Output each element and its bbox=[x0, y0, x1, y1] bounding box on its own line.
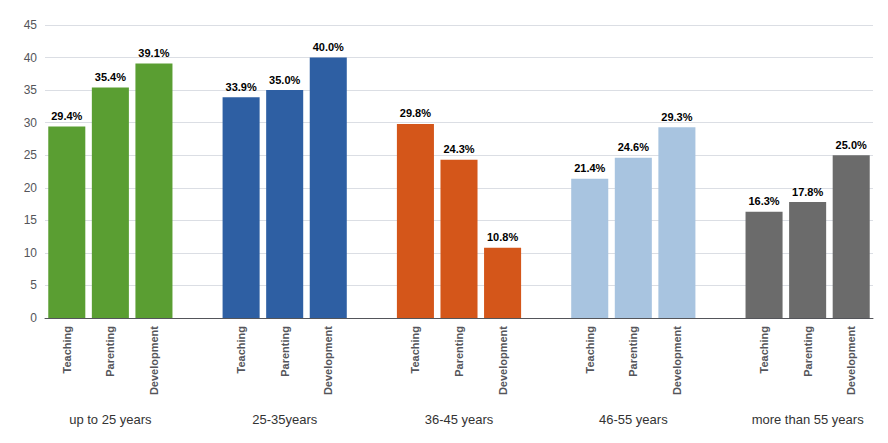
svg-text:Teaching: Teaching bbox=[409, 326, 421, 373]
svg-text:29.4%: 29.4% bbox=[51, 110, 82, 122]
svg-text:17.8%: 17.8% bbox=[792, 186, 823, 198]
svg-text:40: 40 bbox=[24, 51, 38, 65]
svg-text:Development: Development bbox=[671, 326, 683, 395]
svg-text:33.9%: 33.9% bbox=[226, 81, 257, 93]
svg-text:Parenting: Parenting bbox=[279, 326, 291, 377]
svg-text:Teaching: Teaching bbox=[61, 326, 73, 373]
svg-text:16.3%: 16.3% bbox=[748, 195, 779, 207]
svg-text:Parenting: Parenting bbox=[627, 326, 639, 377]
svg-text:Parenting: Parenting bbox=[453, 326, 465, 377]
svg-text:Development: Development bbox=[148, 326, 160, 395]
svg-text:up to 25 years: up to 25 years bbox=[69, 412, 152, 427]
svg-text:29.3%: 29.3% bbox=[661, 111, 692, 123]
svg-text:20: 20 bbox=[24, 181, 38, 195]
svg-text:24.3%: 24.3% bbox=[443, 143, 474, 155]
svg-text:46-55 years: 46-55 years bbox=[599, 412, 668, 427]
svg-text:35: 35 bbox=[24, 83, 38, 97]
svg-text:more than 55 years: more than 55 years bbox=[752, 412, 865, 427]
svg-text:Teaching: Teaching bbox=[758, 326, 770, 373]
svg-text:Development: Development bbox=[497, 326, 509, 395]
svg-text:21.4%: 21.4% bbox=[574, 162, 605, 174]
svg-text:0: 0 bbox=[30, 311, 37, 325]
svg-text:Development: Development bbox=[845, 326, 857, 395]
svg-text:Development: Development bbox=[322, 326, 334, 395]
svg-text:25-35years: 25-35years bbox=[252, 412, 318, 427]
svg-text:Parenting: Parenting bbox=[802, 326, 814, 377]
svg-text:5: 5 bbox=[30, 278, 37, 292]
svg-text:Teaching: Teaching bbox=[235, 326, 247, 373]
svg-text:Parenting: Parenting bbox=[104, 326, 116, 377]
svg-text:25: 25 bbox=[24, 148, 38, 162]
svg-text:35.0%: 35.0% bbox=[269, 74, 300, 86]
svg-text:45: 45 bbox=[24, 18, 38, 32]
svg-text:25.0%: 25.0% bbox=[836, 139, 867, 151]
svg-text:40.0%: 40.0% bbox=[313, 41, 344, 53]
svg-text:36-45 years: 36-45 years bbox=[425, 412, 494, 427]
svg-text:30: 30 bbox=[24, 116, 38, 130]
svg-text:39.1%: 39.1% bbox=[138, 47, 169, 59]
svg-text:29.8%: 29.8% bbox=[400, 107, 431, 119]
svg-text:15: 15 bbox=[24, 213, 38, 227]
svg-text:35.4%: 35.4% bbox=[95, 71, 126, 83]
svg-text:24.6%: 24.6% bbox=[618, 141, 649, 153]
svg-text:Teaching: Teaching bbox=[584, 326, 596, 373]
svg-text:10: 10 bbox=[24, 246, 38, 260]
svg-text:10.8%: 10.8% bbox=[487, 231, 518, 243]
